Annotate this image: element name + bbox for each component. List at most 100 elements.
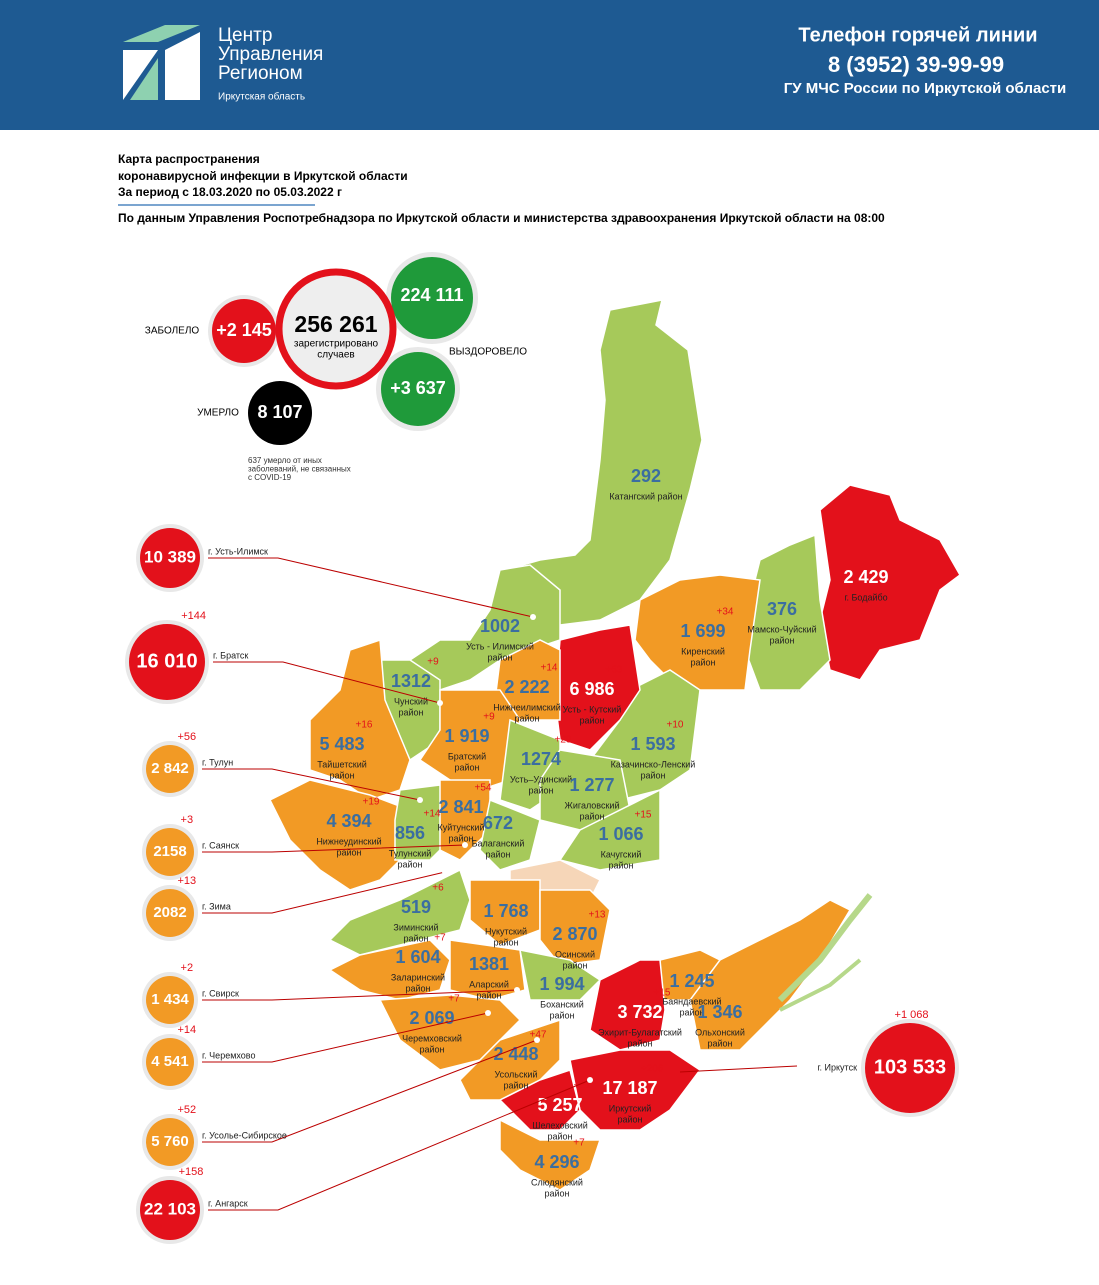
district-name: Эхирит-Булагатский (598, 1027, 682, 1037)
district-value: 1274 (521, 749, 561, 769)
district-delta: +41 (574, 1081, 591, 1092)
total: 256 261 (294, 311, 377, 337)
district-delta: +6 (432, 883, 444, 894)
city-value: 22 103 (144, 1199, 196, 1218)
phone: 8 (3952) 39-99-99 (828, 52, 1004, 77)
district-delta: +19 (363, 797, 380, 808)
district-value: 5 257 (537, 1095, 582, 1115)
district-value: 1 277 (569, 775, 614, 795)
leader-line (202, 768, 421, 801)
total-circle (275, 268, 397, 390)
district-name: Заларинский (391, 972, 445, 982)
district-name: Черемховский (402, 1033, 462, 1043)
hotline-title: Телефон горячей линии (798, 24, 1037, 46)
died: 8 107 (257, 402, 302, 422)
district-value: 292 (631, 466, 661, 486)
district-name: район (405, 983, 430, 993)
city-value: 16 010 (136, 650, 197, 672)
city-delta: +1 068 (895, 1009, 929, 1021)
district-delta: +10 (667, 720, 684, 731)
district-value: 1 919 (444, 726, 489, 746)
district-name: район (640, 770, 665, 780)
district-name: Тулунский (389, 848, 432, 858)
logo-text: Регионом (218, 63, 303, 84)
city-dot (442, 869, 448, 875)
district-name: Осинский (555, 949, 595, 959)
district-name: район (547, 1131, 572, 1141)
district-value: 1 768 (483, 901, 528, 921)
leader-line (208, 557, 534, 618)
sick-label: ЗАБОЛЕЛО (145, 326, 200, 337)
city-dot (530, 614, 536, 620)
district-name: район (485, 849, 510, 859)
city-delta: +52 (177, 1104, 196, 1116)
district-name: Усть - Илимский (466, 641, 534, 651)
district-value: 17 187 (602, 1078, 657, 1098)
district-delta: +47 (530, 1030, 547, 1041)
intro-line: коронавирусной инфекции в Иркутской обла… (118, 169, 408, 183)
city-delta: +13 (177, 875, 196, 887)
city-circle (140, 1180, 200, 1240)
district-delta: +54 (475, 783, 492, 794)
district-delta: +7 (448, 994, 460, 1005)
district-name: район (514, 713, 539, 723)
district-name: район (487, 652, 512, 662)
city-value: 5 760 (151, 1133, 189, 1150)
city-value: 1 434 (151, 991, 189, 1008)
recovered-delta: +3 637 (390, 378, 446, 398)
leader-line (213, 661, 441, 704)
district-name: Усть–Удинский (510, 774, 572, 784)
city-name: г. Зима (202, 901, 231, 911)
city-name: г. Черемхово (202, 1050, 255, 1060)
city-circle (146, 745, 194, 793)
source: По данным Управления Роспотребнадзора по… (118, 211, 885, 225)
district-value: 1 604 (395, 947, 440, 967)
district-name: район (476, 990, 501, 1000)
district-delta: +14 (541, 663, 558, 674)
district-name: район (503, 1080, 528, 1090)
district-name: Боханский (540, 999, 584, 1009)
district-name: Иркутский (609, 1103, 652, 1113)
district-value: 672 (483, 813, 513, 833)
district-value: 1 994 (539, 974, 584, 994)
district-name: район (397, 859, 422, 869)
district-value: 1 245 (669, 971, 714, 991)
city-name: г. Братск (213, 650, 248, 660)
intro-line: Карта распространения (118, 152, 260, 166)
city-value: 2158 (153, 843, 186, 860)
district-name: Зиминский (393, 922, 438, 932)
district-name: Тайшетский (317, 759, 367, 769)
district-delta: +9 (427, 657, 439, 668)
district-name: район (627, 1038, 652, 1048)
district-name: Казачинско-Ленский (611, 759, 696, 769)
city-circle (146, 889, 194, 937)
district-value: 856 (395, 823, 425, 843)
recovered: 224 111 (400, 285, 463, 305)
district-name: Нукутский (485, 926, 527, 936)
district-delta: +29 (555, 735, 572, 746)
sick-delta: +2 145 (216, 320, 272, 340)
city-circle (146, 1118, 194, 1166)
city-delta: +3 (181, 814, 194, 826)
city-name: г. Усть-Илимск (208, 546, 268, 556)
city-delta: +2 (181, 962, 194, 974)
city-circle (140, 528, 200, 588)
city-dot (514, 987, 520, 993)
district-value: 1 346 (697, 1002, 742, 1022)
city-circle (865, 1023, 955, 1113)
district-name: Нижнеудинский (316, 836, 381, 846)
district-name: Куйтунский (438, 822, 485, 832)
district-name: Катангский район (609, 491, 682, 501)
district-value: 4 296 (534, 1152, 579, 1172)
district-name: район (579, 715, 604, 725)
leader-line (208, 1079, 591, 1211)
district-name: район (403, 933, 428, 943)
city-name: г. Саянск (202, 840, 239, 850)
district-name: Баяндаевский (662, 996, 721, 1006)
district-value: 376 (767, 599, 797, 619)
district-name: район (579, 811, 604, 821)
district-value: 6 986 (569, 679, 614, 699)
total-caption: случаев (317, 350, 354, 361)
